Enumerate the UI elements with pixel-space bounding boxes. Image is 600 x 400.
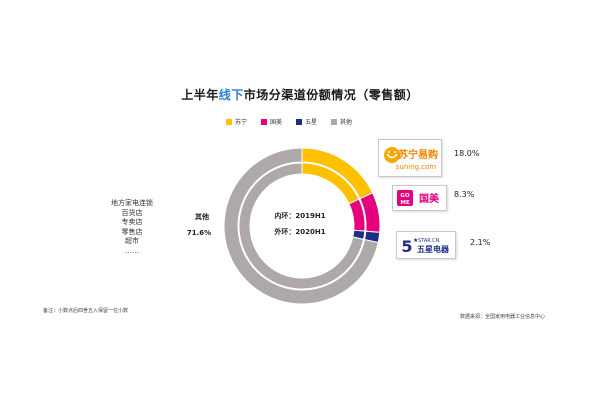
svg-text:suning.com: suning.com (396, 163, 437, 171)
svg-text:苏宁易购: 苏宁易购 (398, 148, 438, 161)
outer-ring-slice-其他 (223, 147, 379, 305)
legend: 苏宁 国美 五星 其他 (226, 117, 352, 126)
list-item: 专卖店 (121, 218, 143, 227)
legend-item-other: 其他 (331, 117, 352, 126)
svg-text:GO: GO (400, 193, 410, 199)
svg-text:国美: 国美 (419, 192, 440, 205)
other-label-name: 其他 (195, 212, 209, 221)
list-item: 地方家电连锁 (111, 199, 153, 207)
inner-ring-label: 内环：2019H1 (274, 211, 325, 220)
list-item: 百货店 (121, 208, 143, 217)
chart-title: 上半年线下市场分渠道份额情况（零售额） (181, 88, 419, 102)
svg-text:STAR.CN: STAR.CN (418, 238, 440, 244)
other-label-value: 71.6% (187, 229, 211, 237)
data-source: 数据来源：全国家用电器工业信息中心 (459, 314, 545, 320)
list-item: 超市 (125, 237, 139, 246)
legend-item-five-star: 五星 (296, 117, 317, 126)
legend-item-gome: 国美 (261, 117, 282, 126)
gome-share-label: 8.3% (454, 190, 475, 199)
suning-logo: 苏宁易购 suning.com (378, 139, 442, 177)
svg-text:ME: ME (400, 200, 409, 206)
svg-text:5: 5 (401, 237, 412, 256)
gome-logo: GO ME 国美 (392, 185, 447, 211)
list-item: 零售店 (121, 227, 143, 236)
five-star-share-label: 2.1% (470, 238, 491, 247)
svg-text:★: ★ (413, 237, 418, 244)
legend-item-suning: 苏宁 (226, 117, 247, 126)
footnote: 备注：小数点后四舍五入保留一位小数 (43, 308, 129, 314)
suning-share-label: 18.0% (454, 149, 480, 158)
outer-ring-label: 外环：2020H1 (274, 227, 325, 236)
other-channels-list: 地方家电连锁 百货店 专卖店 零售店 超市 …… (108, 199, 156, 257)
svg-text:五星电器: 五星电器 (417, 244, 450, 254)
inner-ring-slice-其他 (238, 162, 365, 290)
five-star-logo: 5 ★ STAR.CN 五星电器 (396, 231, 456, 259)
list-item: …… (125, 246, 139, 255)
